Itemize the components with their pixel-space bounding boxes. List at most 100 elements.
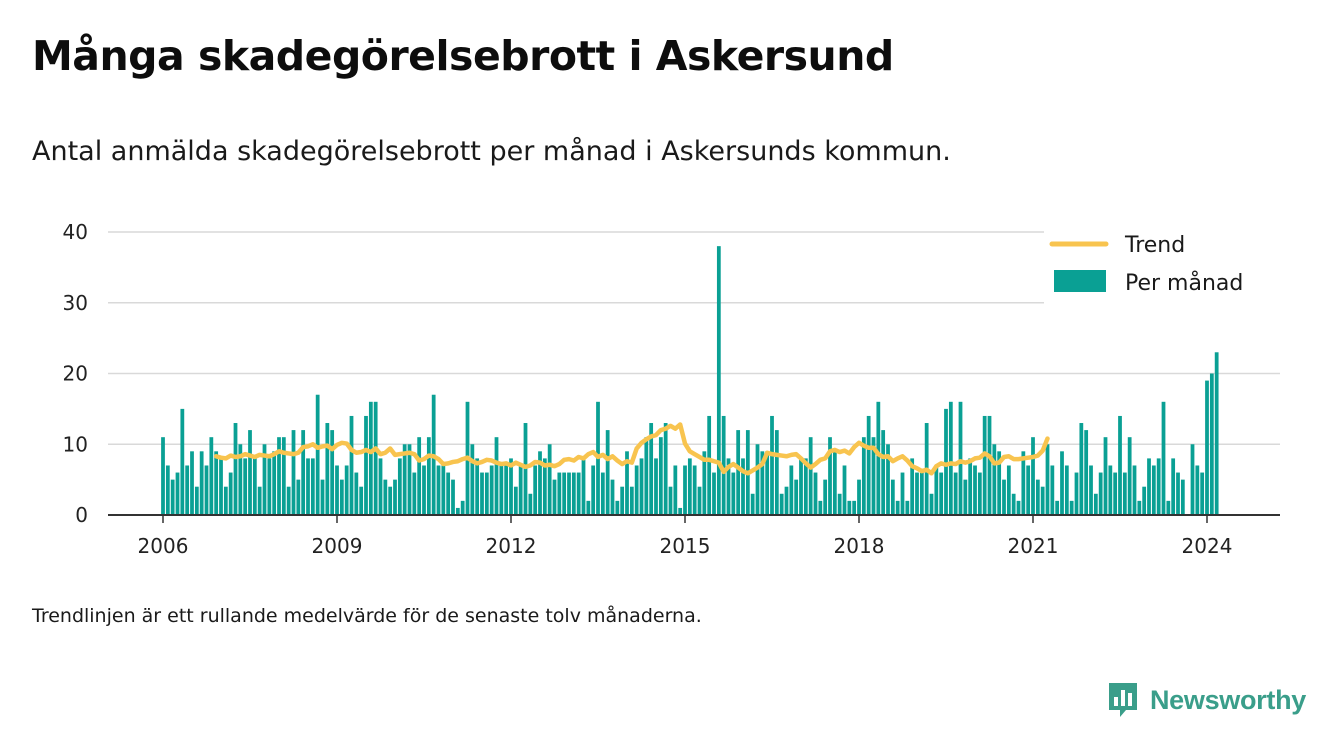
bar — [629, 486, 634, 515]
bar — [1118, 415, 1122, 515]
bar — [1151, 465, 1156, 515]
bar — [489, 465, 494, 515]
bar — [475, 458, 480, 515]
bar — [330, 430, 335, 515]
bar — [272, 451, 277, 515]
bar — [741, 458, 745, 515]
bar-chart: 0 10 20 30 40 2006 2009 2012 2015 2018 2021 2024 T… — [63, 220, 1280, 558]
bar — [948, 401, 953, 515]
x-tick-label: 2006 — [138, 534, 189, 558]
bar — [997, 451, 1002, 515]
bar — [886, 444, 890, 515]
bar — [1016, 500, 1021, 515]
bar — [866, 415, 871, 515]
bar — [567, 472, 571, 515]
bar — [803, 458, 808, 515]
bar — [538, 451, 542, 515]
bar — [257, 486, 262, 515]
bar — [857, 479, 861, 516]
bar — [934, 465, 939, 515]
bar — [1137, 500, 1142, 515]
bar — [1147, 458, 1151, 515]
bar — [1171, 458, 1176, 515]
bar — [625, 451, 629, 515]
bar — [185, 465, 190, 515]
bar — [296, 479, 301, 516]
bar — [600, 472, 605, 515]
brand-logo: Newsworthy — [1106, 680, 1306, 720]
y-tick-label: 40 — [63, 220, 88, 244]
bar — [354, 472, 359, 515]
bar — [842, 465, 847, 515]
x-tick-label: 2015 — [660, 534, 711, 558]
bar — [1195, 465, 1200, 515]
bar — [248, 430, 252, 515]
bar — [828, 437, 832, 515]
bar — [895, 500, 900, 515]
bar — [301, 430, 306, 515]
y-tick-label: 30 — [63, 291, 88, 315]
bar — [412, 472, 417, 515]
bar — [204, 465, 209, 515]
bar — [982, 415, 987, 515]
bar — [702, 451, 707, 515]
bar — [1190, 444, 1195, 515]
bar — [712, 472, 716, 515]
bar — [692, 465, 697, 515]
bar — [1089, 465, 1093, 515]
bar — [1055, 500, 1060, 515]
bar — [615, 500, 620, 515]
bar — [277, 437, 281, 515]
bar — [799, 458, 803, 515]
bar — [591, 465, 596, 515]
bar — [678, 507, 683, 515]
bar — [910, 458, 915, 515]
bar — [547, 444, 552, 515]
bar — [175, 472, 180, 515]
x-tick-label: 2021 — [1008, 534, 1059, 558]
x-tick-label: 2012 — [486, 534, 537, 558]
bar — [644, 437, 649, 515]
bar — [789, 465, 794, 515]
bar — [1127, 437, 1132, 515]
bar — [335, 465, 339, 515]
bar — [1103, 437, 1108, 515]
bar — [306, 458, 310, 515]
bar — [687, 458, 692, 515]
bar — [852, 500, 857, 515]
bar — [1060, 451, 1064, 515]
bar — [658, 437, 663, 515]
bar — [194, 486, 199, 515]
bar — [881, 430, 886, 515]
bar — [1084, 430, 1089, 515]
bar — [1214, 352, 1219, 515]
bar — [1205, 380, 1209, 515]
bar — [890, 479, 895, 516]
legend-bar-swatch — [1054, 270, 1106, 292]
bar — [963, 479, 968, 516]
bar — [325, 423, 330, 515]
bar — [1142, 486, 1147, 515]
bar — [1093, 493, 1098, 515]
bar — [586, 500, 591, 515]
bar — [190, 451, 194, 515]
brand-name: Newsworthy — [1149, 684, 1306, 715]
bar — [441, 465, 446, 515]
bar — [736, 430, 741, 515]
bar — [542, 458, 547, 515]
bar — [1011, 493, 1016, 515]
bar — [1002, 479, 1006, 516]
bar — [973, 465, 977, 515]
bar — [1026, 465, 1031, 515]
trend-series-line — [213, 422, 1050, 476]
bar — [1166, 500, 1171, 515]
bar — [639, 458, 644, 515]
bar — [707, 415, 712, 515]
bar — [1176, 472, 1180, 515]
bar — [900, 472, 905, 515]
footnote: Trendlinjen är ett rullande medelvärde f… — [32, 605, 702, 627]
bar — [813, 472, 818, 515]
bar — [861, 437, 866, 515]
bar — [668, 486, 673, 515]
bar — [388, 486, 393, 515]
